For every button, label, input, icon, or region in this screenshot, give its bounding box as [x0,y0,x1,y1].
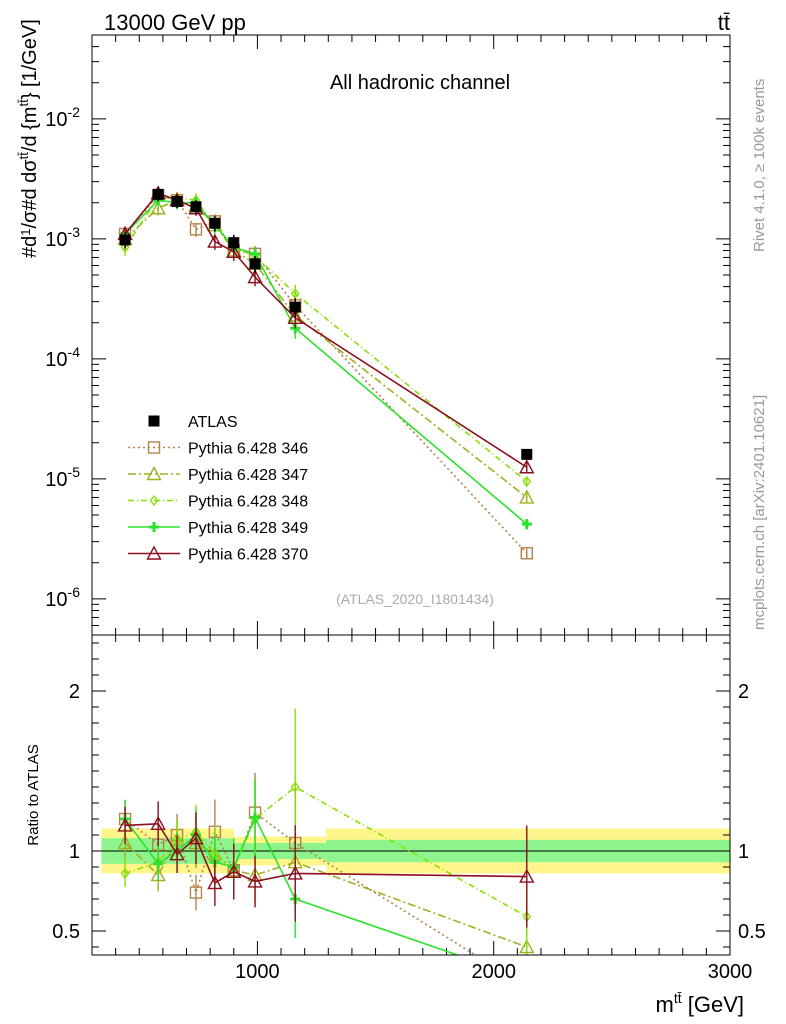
ratio-line-2 [124,838,528,948]
legend-label: Pythia 6.428 370 [188,547,308,564]
series-point [120,241,130,253]
main-y-tick-label: 10-2 [45,104,80,131]
ratio-curves [117,708,535,993]
series-point [519,459,535,474]
legend-marker [149,522,159,532]
series-line-2 [124,199,528,499]
ratio-point [226,863,242,878]
data-point [289,301,301,313]
data-point [119,234,131,246]
series-point [520,547,533,560]
main-y-tick-label: 10-5 [45,464,80,491]
ratio-line-1 [124,811,477,955]
ratio-point [207,875,223,890]
legend-label: Pythia 6.428 349 [188,520,308,537]
ratio-panel: 0.5 0.5 1 1 2 2 1000 2000 3000 [52,634,766,993]
ratio-y-tick-label-right: 1 [738,841,749,863]
series-point [519,489,535,504]
data-point [152,188,164,200]
ratio-y-tick-label-right: 2 [738,681,749,703]
x-axis-label: mtt̄ [GeV] [656,990,744,1017]
data-point [228,237,240,249]
ratio-frame [91,634,731,956]
data-point [249,258,261,270]
ratio-point [519,939,535,954]
ratio-point [250,812,261,823]
ratio-point [150,815,166,830]
legend-marker [148,415,160,427]
ratio-y-tick-label: 1 [69,841,80,863]
ratio-point [117,835,133,850]
mcplots-label: mcplots.cern.ch [arXiv:2401.10621] [751,395,768,630]
chart-title: All hadronic channel [330,72,510,94]
ratio-point [519,868,535,883]
series-point [150,200,166,215]
data-point [521,448,533,460]
series-point [226,243,242,259]
legend-label: Pythia 6.428 346 [188,441,308,458]
x-tick-label: 1000 [235,961,280,983]
x-tick-label: 2000 [471,961,516,983]
ratio-point [290,781,300,793]
main-y-tick-label: 10-4 [45,344,80,371]
main-frame [91,34,731,636]
ratio-point [189,886,203,899]
legend-marker [149,494,159,507]
legend-label: Pythia 6.428 348 [188,494,308,511]
ratio-point [247,873,263,888]
ratio-point [287,865,303,880]
ratio-point [188,830,204,845]
series-point [207,233,223,248]
main-panel: 10-6 10-5 10-4 10-3 10-2 [45,34,731,636]
series-line-4 [124,199,528,525]
data-point [190,201,202,213]
main-y-axis-label: #d1/σ#d dσtt̄/d {mtt̄} [1/GeV] [16,19,41,258]
ratio-point [120,867,130,880]
legend-label: ATLAS [188,414,238,431]
series-point [522,475,532,488]
ratio-point [521,982,532,993]
series-line-5 [124,192,528,468]
svg-text:mtt̄ [GeV]: mtt̄ [GeV] [656,990,744,1017]
analysis-id: (ATLAS_2020_I1801434) [336,591,494,607]
legend-label: Pythia 6.428 347 [188,467,308,484]
ratio-y-tick-label: 2 [69,681,80,703]
ratio-point [153,858,164,869]
main-y-tick-label: 10-6 [45,584,80,611]
data-point [209,217,221,229]
collision-label: 13000 GeV pp [104,10,246,35]
ratio-point [169,846,185,861]
series-point [290,287,300,300]
series-line-1 [124,194,528,554]
x-tick-label: 3000 [708,961,753,983]
legend-marker [146,545,162,560]
ratio-line-3 [124,786,528,918]
rivet-label: Rivet 4.1.0, ≥ 100k events [751,79,768,252]
series-point [189,223,203,236]
legend: ATLAS Pythia 6.428 346 Pythia 6.428 347 Pyt… [128,414,308,564]
ratio-point [117,817,133,832]
legend-marker [147,441,161,454]
legend-marker [146,466,162,481]
series-point [521,519,532,530]
svg-text:#d1/σ#d dσtt̄/d {mtt̄} [1/GeV]: #d1/σ#d dσtt̄/d {mtt̄} [1/GeV] [16,19,41,258]
process-label: tt̄ [718,10,730,35]
data-point [171,195,183,207]
series-point [247,269,263,284]
series-point [287,309,303,324]
main-y-tick-label: 10-3 [45,224,80,251]
ratio-y-axis-label: Ratio to ATLAS [25,744,42,845]
ratio-y-tick-label: 0.5 [52,921,80,943]
ratio-y-tick-label-right: 0.5 [738,921,766,943]
ratio-point [522,974,532,984]
